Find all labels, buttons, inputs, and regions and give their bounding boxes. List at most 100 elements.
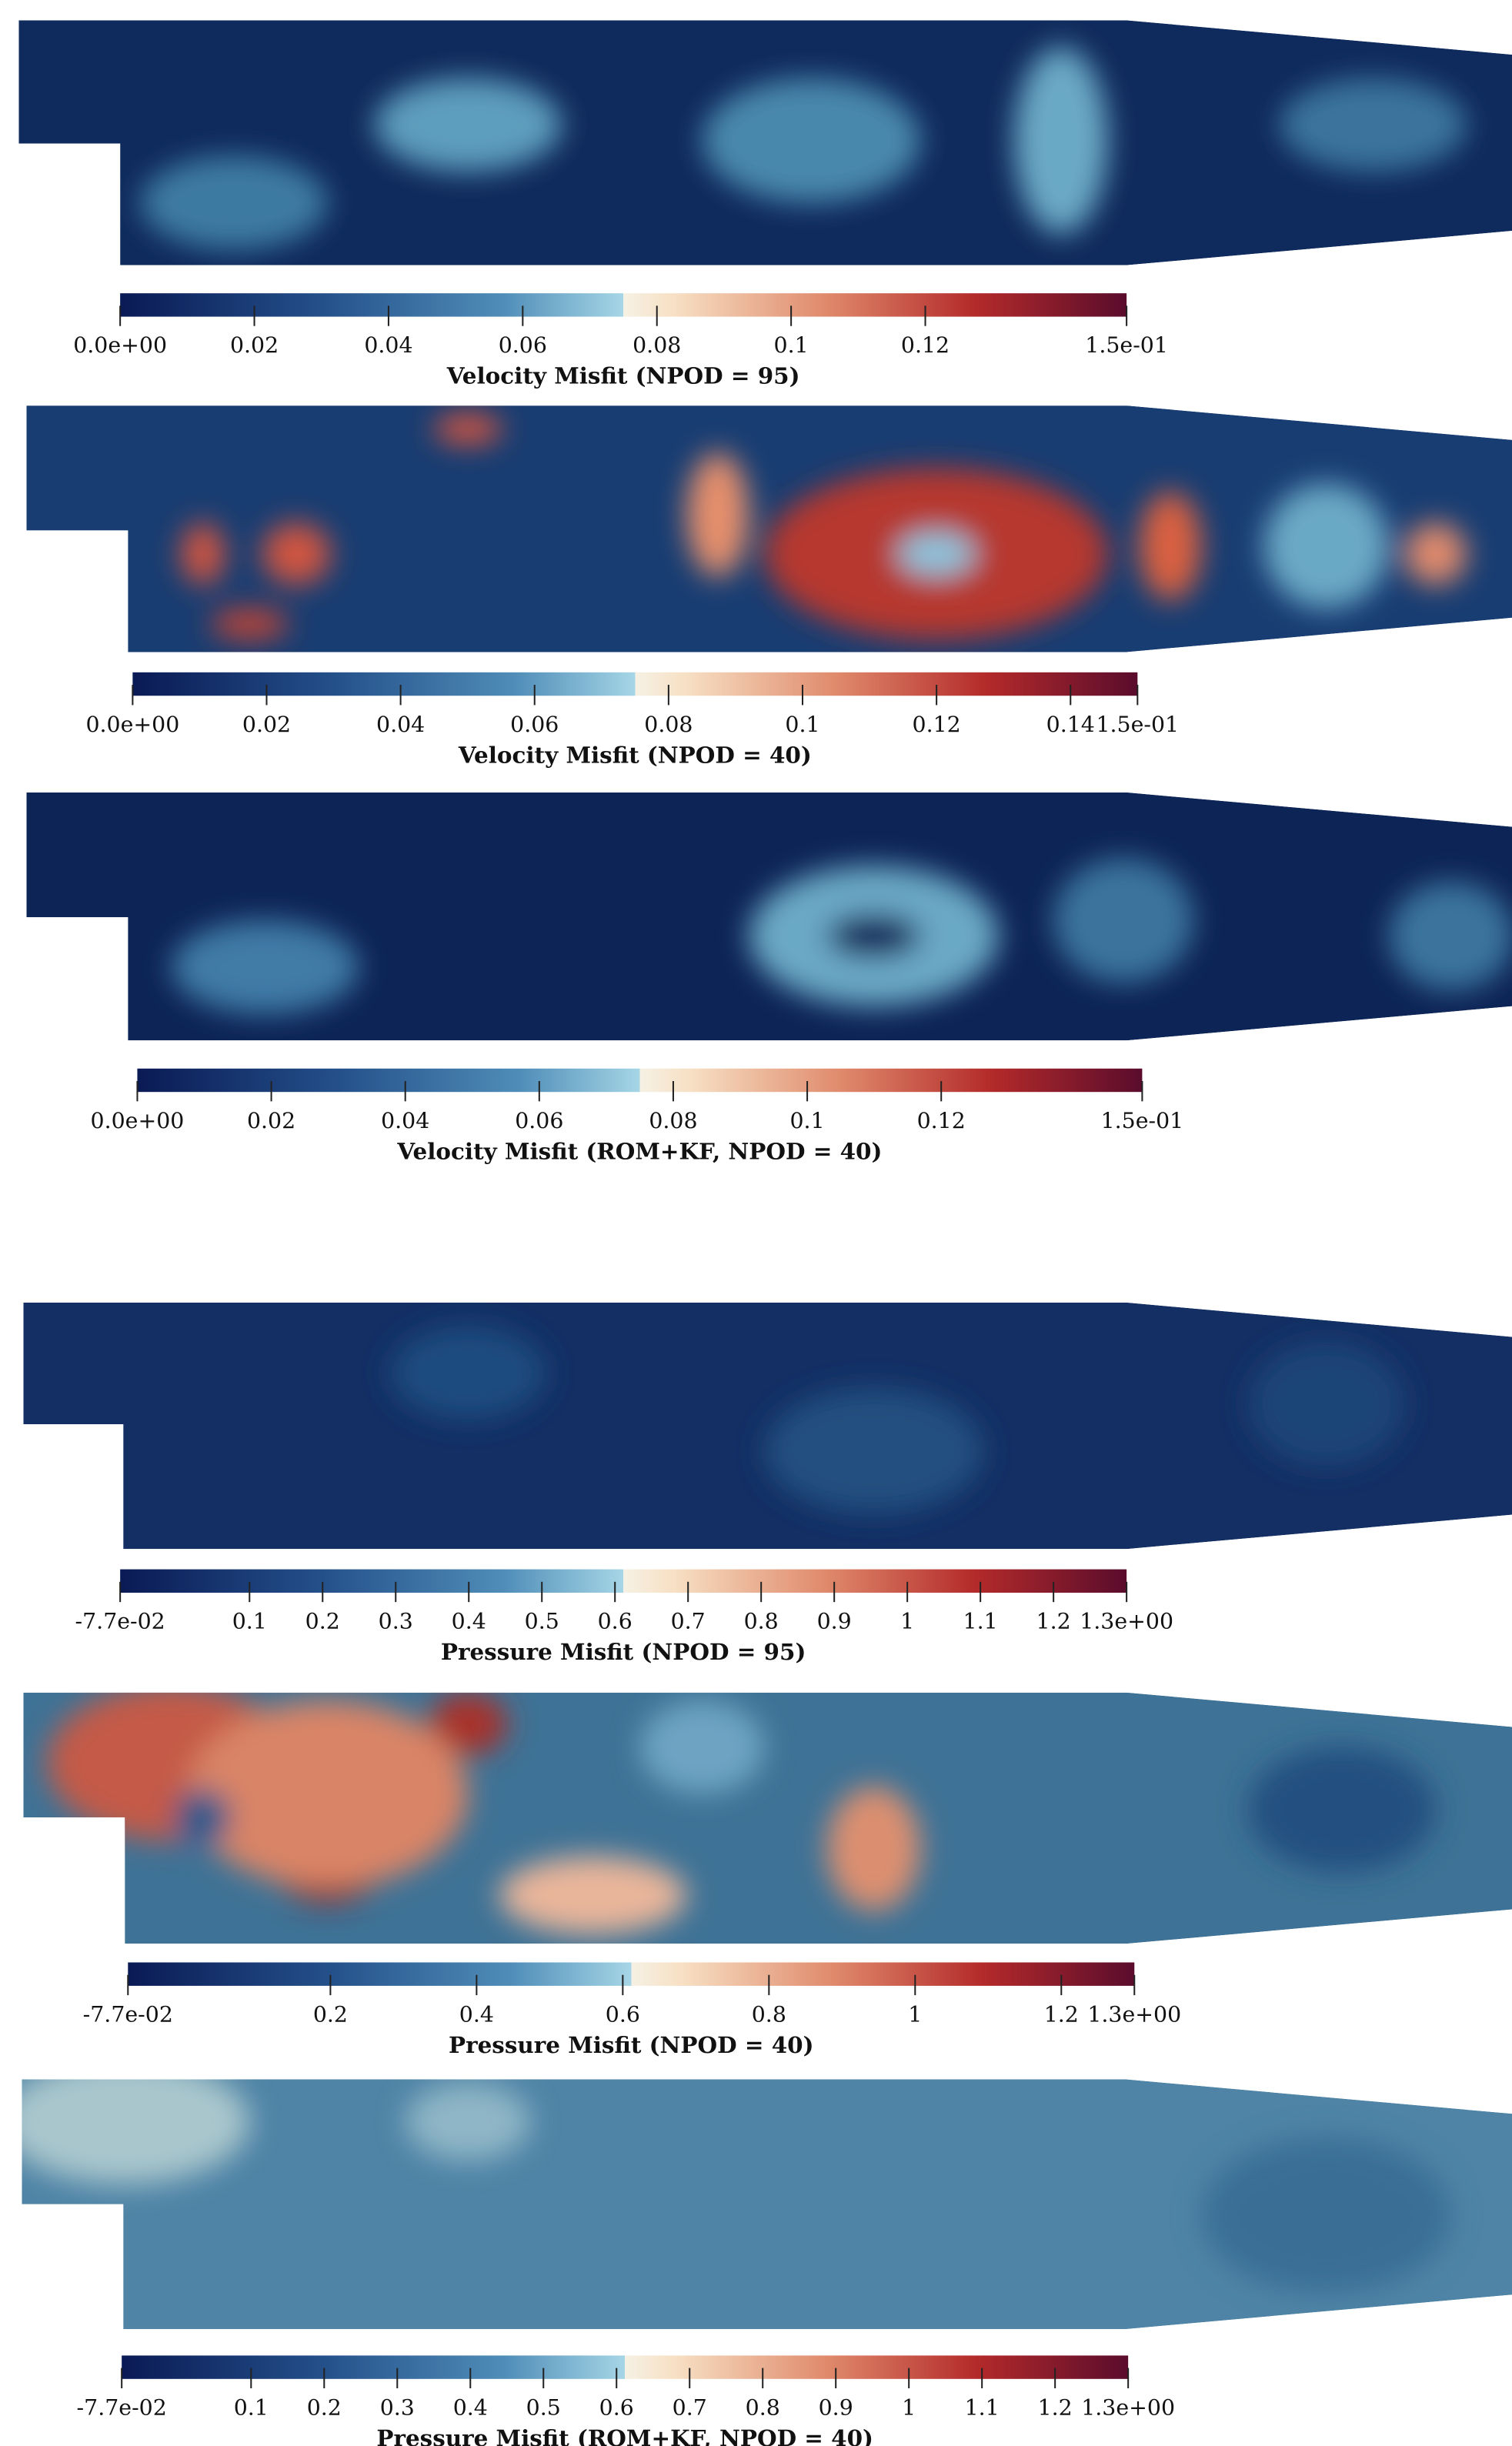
tick-label: 0.3 — [380, 2394, 415, 2420]
tick-label: -7.7e-02 — [77, 2394, 167, 2420]
tick-label: 0.12 — [901, 332, 950, 358]
blob — [827, 914, 921, 958]
panel: 0.0e+000.020.040.060.080.10.121.5e-01Vel… — [26, 793, 1512, 1164]
blob — [141, 156, 328, 250]
tick-label: 0.5 — [526, 2394, 561, 2420]
colorbar — [120, 293, 1126, 316]
blob — [1053, 858, 1194, 983]
colorbar-title: Velocity Misfit (NPOD = 95) — [446, 362, 800, 389]
tick-label: 0.7 — [673, 2394, 707, 2420]
blob — [1248, 1747, 1435, 1872]
tick-label: 1.2 — [1038, 2394, 1073, 2420]
field — [23, 1685, 1512, 1944]
blob — [1201, 2137, 1450, 2294]
blob — [1014, 47, 1108, 234]
tick-label: 0.6 — [606, 2002, 640, 2027]
tick-label: 0.08 — [649, 1108, 697, 1133]
tick-label: 0.0e+00 — [85, 712, 179, 737]
blob — [187, 1700, 468, 1887]
tick-label: 1.2 — [1036, 1609, 1071, 1634]
tick-label: 0.02 — [242, 712, 291, 737]
tick-label: 0.1 — [234, 2394, 269, 2420]
field — [26, 793, 1512, 1040]
field — [26, 405, 1512, 652]
blob — [499, 1857, 686, 1934]
tick-label: 0.12 — [913, 712, 961, 737]
tick-label: 0.5 — [525, 1609, 559, 1634]
tick-label: 0.1 — [232, 1609, 267, 1634]
blob — [181, 522, 225, 585]
tick-label: 0.6 — [599, 2394, 634, 2420]
tick-label: 1.3e+00 — [1081, 2394, 1175, 2420]
tick-label: 0.06 — [499, 332, 547, 358]
tick-label: 0.3 — [379, 1609, 413, 1634]
blob — [0, 2059, 249, 2184]
blob — [262, 522, 331, 585]
tick-label: 0.2 — [305, 1609, 340, 1634]
tick-label: 0.08 — [644, 712, 693, 737]
tick-label: 0.2 — [307, 2394, 342, 2420]
tick-label: 1 — [908, 2002, 922, 2027]
tick-label: 1.5e-01 — [1096, 712, 1179, 737]
tick-label: 1.1 — [965, 2394, 1000, 2420]
tick-label: 0.04 — [376, 712, 425, 737]
tick-label: 0.02 — [230, 332, 279, 358]
tick-label: 0.4 — [452, 1609, 486, 1634]
blob — [390, 1326, 546, 1420]
blob — [1248, 1342, 1404, 1467]
colorbar — [122, 2355, 1128, 2378]
tick-label: 0.08 — [633, 332, 681, 358]
figure: 0.0e+00 0.02 0.04 0.06 0.08 0.1 0.12 1.5e-01 Vel… — [0, 0, 1512, 2446]
tick-label: 1.5e-01 — [1085, 332, 1168, 358]
tick-label: 0.9 — [819, 2394, 853, 2420]
tick-label: 1 — [900, 1609, 914, 1634]
blob — [686, 452, 749, 577]
blob — [406, 2083, 530, 2161]
tick-label: 0.9 — [817, 1609, 852, 1634]
tick-label: 0.8 — [752, 2002, 786, 2027]
tick-label: 0.04 — [381, 1108, 429, 1133]
blob — [897, 532, 975, 576]
blob — [1404, 522, 1467, 585]
tick-label: 0.06 — [515, 1108, 563, 1133]
panel: -7.7e-020.10.20.30.40.50.60.70.80.911.11… — [0, 2059, 1512, 2446]
colorbar — [128, 1962, 1134, 1985]
colorbar — [120, 1570, 1126, 1593]
colorbar — [137, 1069, 1142, 1092]
colorbar-title: Pressure Misfit (NPOD = 40) — [449, 2031, 814, 2058]
colorbar-title: Velocity Misfit (ROM+KF, NPOD = 40) — [396, 1137, 882, 1164]
blob — [375, 78, 562, 172]
blob — [1264, 484, 1389, 609]
tick-label: 0.6 — [598, 1609, 633, 1634]
blob — [765, 1388, 983, 1513]
blob — [827, 1786, 921, 1910]
tick-label: 0.2 — [313, 2002, 348, 2027]
field — [23, 1303, 1512, 1549]
colorbar — [132, 672, 1137, 696]
tick-label: 0.8 — [746, 2394, 780, 2420]
blob — [639, 1700, 764, 1794]
panel: 0.0e+00 0.02 0.04 0.06 0.08 0.1 0.12 1.5e-01 Vel… — [18, 20, 1512, 389]
tick-label: 1.2 — [1044, 2002, 1079, 2027]
tick-label: 0.4 — [453, 2394, 488, 2420]
tick-label: 0.0e+00 — [73, 332, 167, 358]
tick-label: 1.1 — [963, 1609, 998, 1634]
blob — [1389, 881, 1512, 990]
tick-label: 1.5e-01 — [1101, 1108, 1184, 1133]
blob — [211, 609, 289, 640]
colorbar-title: Velocity Misfit (NPOD = 40) — [458, 741, 812, 768]
tick-label: 0.1 — [790, 1108, 825, 1133]
tick-label: 0.1 — [785, 712, 819, 737]
tick-label: 0.7 — [671, 1609, 706, 1634]
blob — [703, 78, 921, 202]
tick-label: 1.3e+00 — [1087, 2002, 1181, 2027]
colorbar-title: Pressure Misfit (ROM+KF, NPOD = 40) — [376, 2424, 873, 2446]
tick-label: -7.7e-02 — [75, 1609, 165, 1634]
colorbar-title: Pressure Misfit (NPOD = 95) — [441, 1638, 806, 1665]
tick-label: 0.1 — [774, 332, 809, 358]
blob — [1280, 78, 1467, 172]
tick-label: 0.04 — [364, 332, 412, 358]
